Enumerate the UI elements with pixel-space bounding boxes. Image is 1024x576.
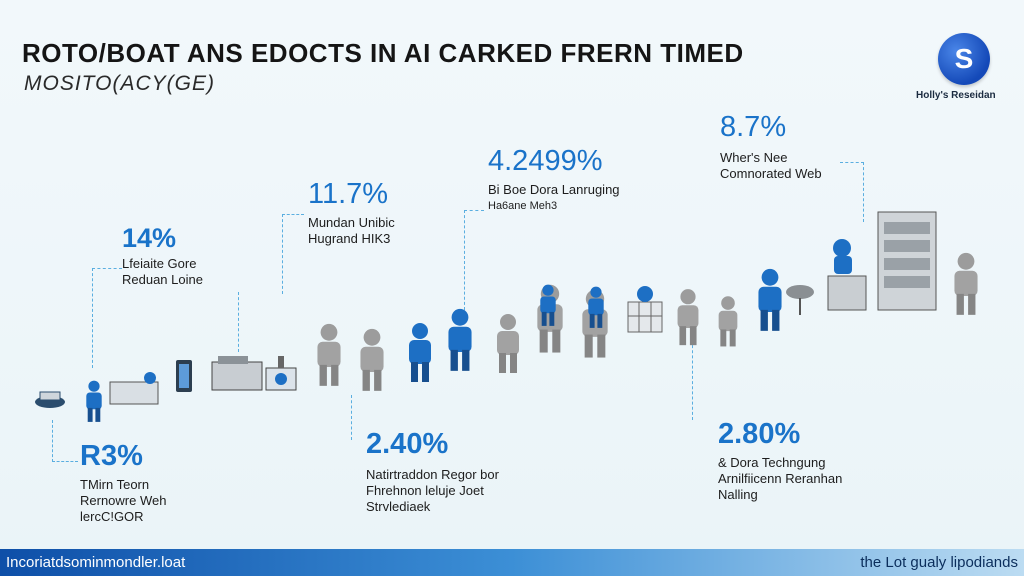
stat-value: 8.7% xyxy=(720,111,787,143)
connector-line xyxy=(840,162,864,222)
connector-line xyxy=(238,292,239,352)
phone-icon xyxy=(176,360,192,392)
stat-label: Bi Boe Dora Lanruging xyxy=(488,182,620,197)
stat-block: 4.2499% Bi Boe Dora Lanruging Ha6ane Meh… xyxy=(488,147,620,214)
person-figure xyxy=(718,296,738,347)
stat-value: 4.2499% xyxy=(488,145,603,177)
boat-device-icon xyxy=(35,391,65,408)
stat-label: lercC!GOR xyxy=(80,509,144,524)
stat-label: & Dora Techngung xyxy=(718,455,826,470)
footer-left-text: Incoriatdsominmondler.loat xyxy=(6,554,186,571)
person-figure xyxy=(409,323,431,382)
connector-line xyxy=(92,268,122,368)
stat-label: TMirn Teorn xyxy=(80,477,150,492)
person-figure xyxy=(758,268,782,331)
person-figure xyxy=(86,380,102,422)
stat-block: 2.80% & Dora Techngung Arnilfiicenn Rera… xyxy=(718,420,842,503)
page-subtitle: MOSITO(ACY(GE) xyxy=(24,72,215,95)
stat-value: 2.80% xyxy=(718,418,801,450)
stat-label: Ha6ane Meh3 xyxy=(488,200,558,212)
stat-value: R3% xyxy=(80,440,143,472)
stat-label: Hugrand HIK3 xyxy=(308,231,391,246)
stat-value: 2.40% xyxy=(366,428,449,460)
stat-label: Nalling xyxy=(718,487,758,502)
machine-icon xyxy=(211,356,263,391)
connector-line xyxy=(282,214,304,294)
person-figure xyxy=(317,323,341,386)
person-figure xyxy=(497,314,519,373)
brand-logo: S xyxy=(938,33,990,85)
stat-block: 8.7% Wher's Nee Comnorated Web xyxy=(720,113,822,182)
server-rack-icon xyxy=(877,211,937,311)
connector-line xyxy=(330,395,352,440)
brand-name: Holly's Reseidan xyxy=(916,90,996,101)
stat-label: Mundan Unibic xyxy=(308,215,395,230)
stat-label: Arnilfiicenn Reranhan xyxy=(718,471,843,486)
person-figure xyxy=(954,252,978,315)
stat-label: Reduan Loine xyxy=(122,272,203,287)
laptop-icon xyxy=(109,372,159,405)
stat-block: 2.40% Natirtraddon Regor bor Fhrehnon le… xyxy=(366,430,499,515)
footer-right-text: the Lot gualy lipodiands xyxy=(860,554,1018,571)
connector-line xyxy=(464,210,484,310)
page-title: ROTO/BOAT ANS EDOCTS IN AI CARKED FRERN … xyxy=(22,38,744,68)
stat-label: Rernowre Weh xyxy=(80,493,167,508)
tablet-icon xyxy=(265,356,297,391)
footer-bar: Incoriatdsominmondler.loat the Lot gualy… xyxy=(0,549,1024,576)
stat-label: Wher's Nee xyxy=(720,150,788,165)
stat-block: 14% Lfeiaite Gore Reduan Loine xyxy=(122,225,203,288)
person-figure xyxy=(360,328,384,391)
stat-label: Lfeiaite Gore xyxy=(122,256,197,271)
stat-value: 14% xyxy=(122,223,177,253)
stat-label: Fhrehnon leluje Joet xyxy=(366,483,484,498)
stat-block: 11.7% Mundan Unibic Hugrand HIK3 xyxy=(308,180,395,247)
stat-label: Natirtraddon Regor bor xyxy=(366,467,499,482)
person-figure xyxy=(448,308,472,371)
connector-line xyxy=(692,340,693,420)
workstation-icon xyxy=(786,239,867,315)
person-figure xyxy=(677,289,699,346)
stat-label: Strvlediaek xyxy=(366,499,431,514)
connector-line xyxy=(52,420,78,462)
stat-value: 11.7% xyxy=(308,178,389,210)
stat-block: R3% TMirn Teorn Rernowre Weh lercC!GOR xyxy=(80,442,166,525)
desk-panel-icon xyxy=(627,286,663,333)
stat-label: Comnorated Web xyxy=(720,166,822,181)
